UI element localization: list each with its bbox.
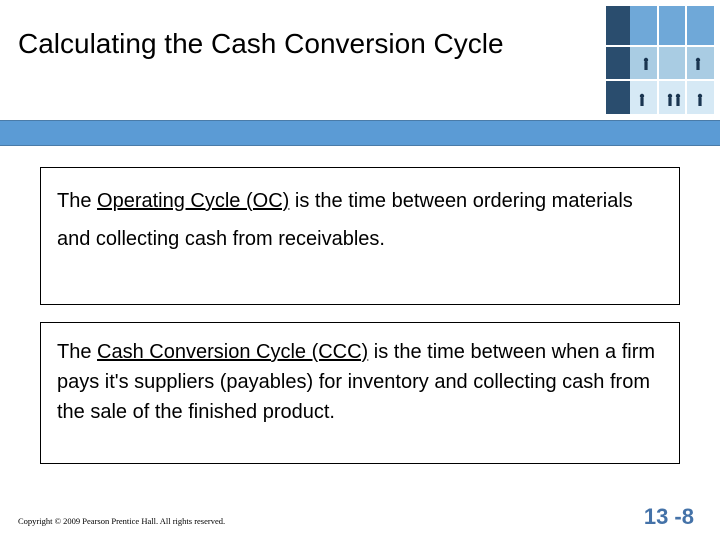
- slide: Calculating the Cash Conversion Cycle Th…: [0, 0, 720, 540]
- corner-decorative-image: [600, 0, 720, 120]
- copyright-text: Copyright © 2009 Pearson Prentice Hall. …: [18, 516, 225, 526]
- box2-pre: The: [57, 341, 97, 363]
- box1-pre: The: [57, 190, 97, 212]
- box1-term: Operating Cycle (OC): [97, 190, 289, 212]
- slide-title: Calculating the Cash Conversion Cycle: [18, 28, 504, 60]
- divider-bar: [0, 120, 720, 146]
- definition-box-ccc: The Cash Conversion Cycle (CCC) is the t…: [40, 322, 680, 464]
- page-number: 13 -8: [644, 504, 694, 530]
- definition-box-oc: The Operating Cycle (OC) is the time bet…: [40, 167, 680, 305]
- box2-term: Cash Conversion Cycle (CCC): [97, 341, 368, 363]
